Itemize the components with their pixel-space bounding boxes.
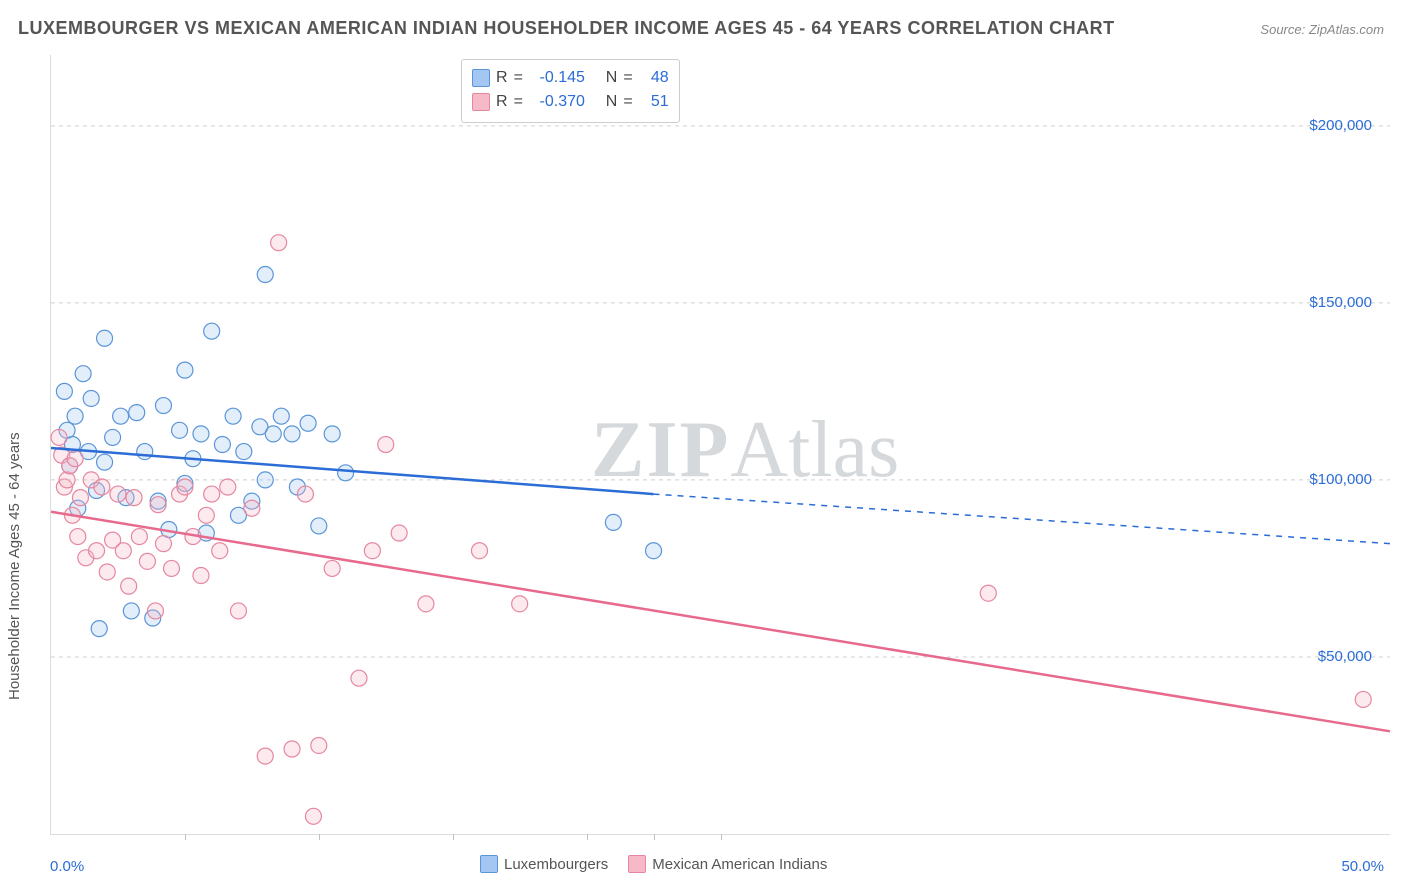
n-value-lux: 48	[639, 69, 669, 87]
plot-svg	[51, 55, 1390, 834]
swatch-luxembourgers	[480, 855, 498, 873]
r-label: R	[496, 69, 508, 87]
swatch-mexican	[628, 855, 646, 873]
correlation-legend-box: R = -0.145 N = 48 R = -0.370 N = 51	[461, 59, 680, 123]
corr-row-mexican: R = -0.370 N = 51	[472, 90, 669, 114]
plot-area: ZIPAtlas R = -0.145 N = 48 R = -0.370 N	[50, 55, 1390, 835]
x-minor-tick	[453, 834, 454, 840]
series-legend: Luxembourgers Mexican American Indians	[480, 855, 827, 873]
corr-row-luxembourgers: R = -0.145 N = 48	[472, 66, 669, 90]
eq-sign: =	[514, 69, 523, 87]
source-attribution: Source: ZipAtlas.com	[1260, 22, 1384, 37]
legend-label-lux: Luxembourgers	[504, 856, 608, 873]
eq-sign: =	[623, 69, 632, 87]
r-value-lux: -0.145	[529, 69, 585, 87]
x-minor-tick	[319, 834, 320, 840]
x-tick-0: 0.0%	[50, 858, 84, 875]
y-tick-1: $100,000	[1309, 471, 1372, 488]
chart-container: LUXEMBOURGER VS MEXICAN AMERICAN INDIAN …	[0, 0, 1406, 892]
swatch-mexican	[472, 93, 490, 111]
n-label: N	[606, 93, 618, 111]
x-tick-1: 50.0%	[1341, 858, 1384, 875]
x-minor-tick	[721, 834, 722, 840]
y-tick-3: $200,000	[1309, 117, 1372, 134]
r-label: R	[496, 93, 508, 111]
y-axis-label: Householder Income Ages 45 - 64 years	[6, 432, 23, 700]
legend-label-mex: Mexican American Indians	[652, 856, 827, 873]
x-minor-tick	[654, 834, 655, 840]
y-tick-2: $150,000	[1309, 294, 1372, 311]
r-value-mex: -0.370	[529, 93, 585, 111]
x-minor-tick	[185, 834, 186, 840]
n-label: N	[606, 69, 618, 87]
y-tick-0: $50,000	[1318, 648, 1372, 665]
n-value-mex: 51	[639, 93, 669, 111]
eq-sign: =	[623, 93, 632, 111]
source-label: Source:	[1260, 22, 1305, 37]
legend-item-mexican: Mexican American Indians	[628, 855, 827, 873]
chart-title: LUXEMBOURGER VS MEXICAN AMERICAN INDIAN …	[18, 18, 1115, 39]
legend-item-luxembourgers: Luxembourgers	[480, 855, 608, 873]
swatch-luxembourgers	[472, 69, 490, 87]
x-minor-tick	[587, 834, 588, 840]
eq-sign: =	[514, 93, 523, 111]
source-value: ZipAtlas.com	[1309, 22, 1384, 37]
